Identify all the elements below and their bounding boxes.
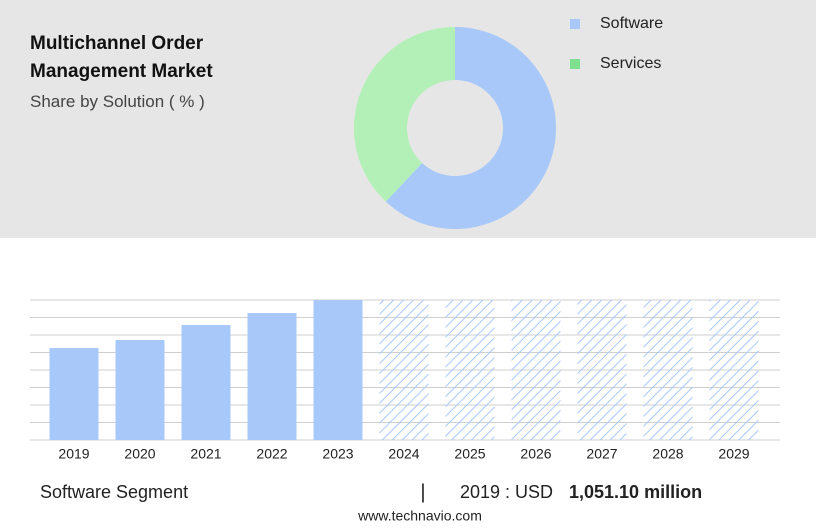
- chart-title: Multichannel Order Management Market: [30, 33, 213, 82]
- bar: [181, 325, 231, 440]
- x-tick-label: 2025: [454, 446, 485, 462]
- segment-label: Software Segment: [40, 482, 188, 502]
- forecast-placeholder: [379, 300, 429, 440]
- source: www.technavio.com: [357, 508, 482, 524]
- forecast-placeholder: [577, 300, 627, 440]
- legend-swatch: [570, 19, 580, 29]
- x-tick-label: 2028: [652, 446, 683, 462]
- legend-label: Software: [600, 15, 663, 32]
- forecast-placeholder: [643, 300, 693, 440]
- x-tick-label: 2022: [256, 446, 287, 462]
- x-tick-label: 2023: [322, 446, 353, 462]
- separator: |: [420, 481, 425, 503]
- bar: [313, 300, 363, 440]
- x-tick-label: 2019: [58, 446, 89, 462]
- bar: [49, 348, 99, 440]
- x-tick-label: 2020: [124, 446, 155, 462]
- x-tick-label: 2029: [718, 446, 749, 462]
- forecast-placeholder: [709, 300, 759, 440]
- x-tick-label: 2021: [190, 446, 221, 462]
- legend-swatch: [570, 59, 580, 69]
- footer-value: 1,051.10 million: [569, 482, 702, 502]
- forecast-placeholder: [445, 300, 495, 440]
- legend-label: Services: [600, 55, 661, 72]
- bar: [247, 313, 297, 440]
- forecast-placeholder: [511, 300, 561, 440]
- x-tick-label: 2024: [388, 446, 419, 462]
- x-tick-label: 2027: [586, 446, 617, 462]
- x-tick-label: 2026: [520, 446, 551, 462]
- donut-slice: [354, 27, 455, 202]
- bar: [115, 339, 165, 440]
- footer-prefix: 2019 : USD: [460, 482, 553, 502]
- chart-subtitle: Share by Solution ( % ): [30, 92, 205, 111]
- donut-slice: [385, 27, 557, 229]
